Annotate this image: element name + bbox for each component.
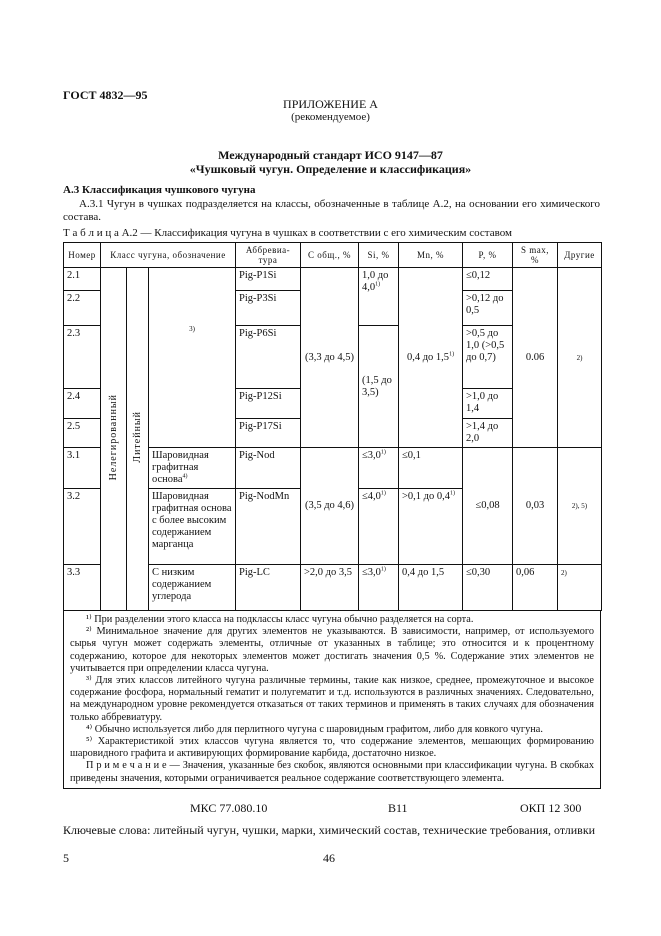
col-other: Другие: [557, 242, 603, 268]
table-header-row: Номер Класс чугуна, обозначение Аббревиа…: [63, 242, 603, 268]
table-note: П р и м е ч а н и е — Значения, указанны…: [70, 760, 594, 784]
table-row: 3.3 С низким содержанием углерода Pig-LC…: [63, 564, 603, 611]
appendix-title: ПРИЛОЖЕНИЕ А: [283, 97, 378, 111]
mn-cell: 0,4 до 1,5: [398, 564, 464, 611]
table-footnotes: ¹⁾ При разделении этого класса на подкла…: [63, 611, 601, 789]
s-cell: 0,03: [512, 447, 559, 565]
footnote: ⁵⁾ Характеристикой этих классов чугуна я…: [70, 736, 594, 760]
c-cell: (3,5 до 4,6): [300, 447, 360, 565]
abbr-cell: Pig-P1Si: [235, 267, 302, 291]
col-number: Номер: [63, 242, 101, 268]
s-cell: 0.06: [512, 267, 559, 448]
col-s: S max, %: [512, 242, 559, 268]
abbr-cell: Pig-NodMn: [235, 488, 302, 565]
page-number: 46: [323, 850, 335, 865]
col-class: Класс чугуна, обозначение: [99, 242, 237, 268]
footnote: ⁴⁾ Обычно используется либо для перлитно…: [86, 723, 543, 735]
footnote: ³⁾ Для этих классов литейного чугуна раз…: [70, 675, 594, 723]
section-text: А.3.1 Чугун в чушках подразделяется на к…: [63, 198, 600, 223]
si-cell: ≤3,01): [358, 447, 400, 489]
okp-code: ОКП 12 300: [520, 800, 582, 815]
row-number: 2.3: [63, 325, 101, 389]
col-mn: Mn, %: [398, 242, 464, 268]
table-caption: Т а б л и ц а А.2 — Классификация чугуна…: [63, 227, 512, 239]
standard-title: Международный стандарт ИСО 9147—87: [218, 148, 443, 162]
keywords: Ключевые слова: литейный чугун, чушки, м…: [63, 822, 596, 837]
row-number: 2.2: [63, 290, 101, 326]
abbr-cell: Pig-LC: [235, 564, 302, 611]
col-abbr: Аббревиа-тура: [235, 242, 302, 268]
mks-code: МКС 77.080.10: [190, 800, 268, 815]
footnote: ²⁾ Минимальное значение для других элеме…: [70, 626, 594, 674]
p-cell: >1,0 до 1,4: [462, 388, 514, 419]
s-cell: 0,06: [512, 564, 559, 611]
c-cell: >2,0 до 3,5: [300, 564, 360, 611]
group-unalloyed: Нелегированный: [100, 267, 127, 611]
row-number: 2.1: [63, 267, 101, 291]
c-cell: (3,3 до 4,5): [300, 267, 360, 448]
group-code: B11: [388, 800, 408, 815]
col-c: С общ., %: [300, 242, 360, 268]
classification-table: Номер Класс чугуна, обозначение Аббревиа…: [63, 242, 603, 611]
table-row: 2.3 Pig-P6Si (1,5 до 3,5) >0,5 до 1,0 (>…: [63, 325, 602, 448]
class-cell: С низким содержанием углерода: [147, 564, 237, 611]
col-si: Si, %: [358, 242, 400, 268]
si-cell: 1,0 до 4,01): [358, 267, 400, 326]
si-cell: ≤3,01): [358, 564, 400, 611]
row-number: 2.5: [63, 418, 101, 448]
other-cell: 2): [557, 267, 603, 448]
abbr-cell: Pig-P6Si: [235, 325, 302, 389]
other-cell: 2): [557, 564, 603, 611]
row-number: 2.4: [63, 388, 101, 419]
standard-subtitle: «Чушковый чугун. Определение и классифик…: [189, 162, 472, 176]
p-cell: ≤0,08: [462, 447, 514, 565]
si-cell: ≤4,01): [358, 488, 400, 565]
row-number: 3.1: [63, 447, 101, 489]
table-row: 2.4 Pig-P12Si >1,0 до 1,4: [63, 388, 602, 419]
si-cell: (1,5 до 3,5): [358, 325, 400, 448]
p-cell: >0,5 до 1,0 (>0,5 до 0,7): [462, 325, 514, 389]
abbr-cell: Pig-Nod: [235, 447, 302, 489]
left-number: 5: [63, 850, 69, 865]
class-cell: Шаровидная графитная основа с более высо…: [147, 488, 237, 565]
p-cell: >0,12 до 0,5: [462, 290, 514, 326]
table-row: 2.1 Нелегированный Литейный 3) Pig-P1Si …: [63, 267, 603, 611]
row-number: 3.2: [63, 488, 101, 565]
abbr-cell: Pig-P12Si: [235, 388, 302, 419]
appendix-subtitle: (рекомендуемое): [291, 111, 370, 123]
mn-cell: >0,1 до 0,41): [398, 488, 464, 565]
standard-code: ГОСТ 4832—95: [63, 88, 148, 102]
p-cell: >1,4 до 2,0: [462, 418, 514, 448]
footnote: ¹⁾ При разделении этого класса на подкла…: [86, 614, 474, 625]
section-heading: А.3 Классификация чушкового чугуна: [63, 184, 256, 196]
row-number: 3.3: [63, 564, 101, 611]
other-cell: 2), 5): [557, 447, 603, 565]
col-p: P, %: [462, 242, 514, 268]
p-cell: ≤0,30: [462, 564, 514, 611]
page-numbers: 5 46: [63, 851, 601, 867]
mn-cell: ≤0,1: [398, 447, 464, 489]
table-row: 3.1 Шаровидная графитная основа4) Pig-No…: [63, 447, 603, 565]
mn-cell: 0,4 до 1,51): [398, 267, 464, 448]
p-cell: ≤0,12: [462, 267, 514, 291]
group-foundry: Литейный: [126, 267, 149, 611]
abbr-cell: Pig-P3Si: [235, 290, 302, 326]
class-cell: Шаровидная графитная основа4): [147, 447, 237, 489]
class-note: 3): [147, 267, 237, 448]
abbr-cell: Pig-P17Si: [235, 418, 302, 448]
classification-codes: МКС 77.080.10 B11 ОКП 12 300: [63, 801, 601, 817]
table-row: 2.2 Pig-P3Si >0,12 до 0,5: [63, 290, 602, 326]
table-section: Т а б л и ц а А.2 — Классификация чугуна…: [63, 227, 603, 867]
